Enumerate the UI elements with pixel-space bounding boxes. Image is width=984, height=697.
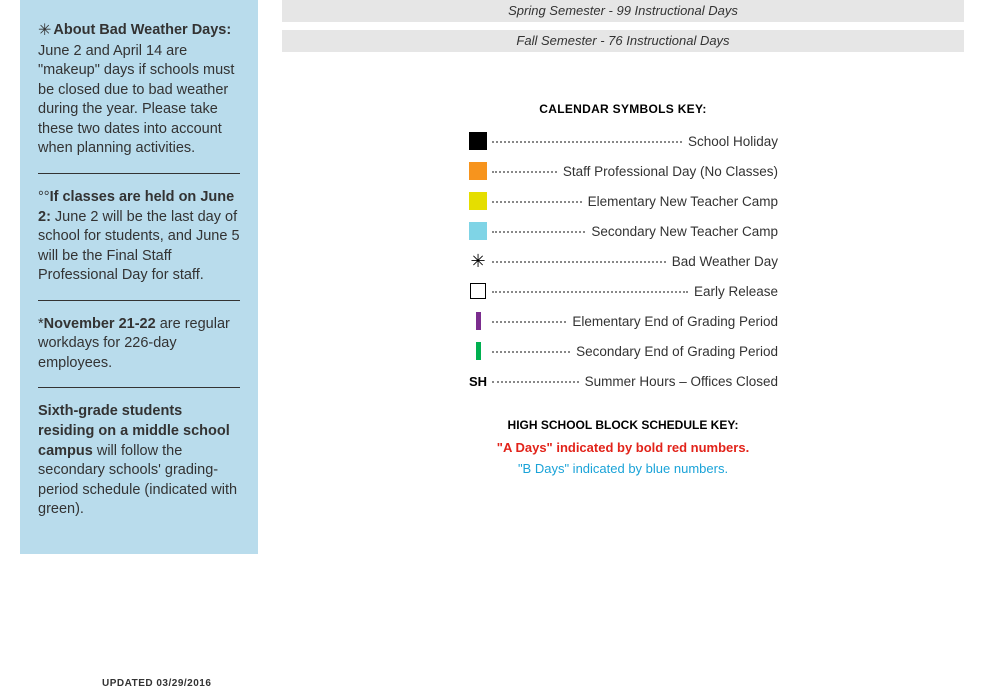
outline-swatch xyxy=(470,283,486,299)
key-dots xyxy=(492,193,582,203)
key-label: Summer Hours – Offices Closed xyxy=(581,374,778,389)
key-symbol xyxy=(468,283,490,299)
key-row: Secondary New Teacher Camp xyxy=(468,220,778,242)
key-label: Staff Professional Day (No Classes) xyxy=(559,164,778,179)
key-symbol xyxy=(468,132,490,150)
main-content: Spring Semester - 99 Instructional Days … xyxy=(282,0,964,476)
key-symbol: ✳ xyxy=(468,251,490,272)
key-label: Bad Weather Day xyxy=(668,254,778,269)
sidebar-note: *November 21-22 are regular workdays for… xyxy=(38,315,240,374)
key-symbol xyxy=(468,192,490,210)
note-body: June 2 will be the last day of school fo… xyxy=(38,209,240,284)
note-lead: November 21-22 xyxy=(44,316,156,332)
block-schedule-key: HIGH SCHOOL BLOCK SCHEDULE KEY: "A Days"… xyxy=(468,418,778,476)
color-swatch xyxy=(469,222,487,240)
sidebar-note: °°If classes are held on June 2: June 2 … xyxy=(38,188,240,286)
color-swatch xyxy=(469,132,487,150)
note-divider xyxy=(38,300,240,301)
spring-semester-bar: Spring Semester - 99 Instructional Days xyxy=(282,0,964,22)
key-symbol xyxy=(468,162,490,180)
key-title: CALENDAR SYMBOLS KEY: xyxy=(468,102,778,116)
key-dots xyxy=(492,133,682,143)
key-row: ✳ Bad Weather Day xyxy=(468,250,778,272)
key-symbol xyxy=(468,312,490,330)
key-dots xyxy=(492,313,566,323)
sidebar-notes-panel: ✳About Bad Weather Days: June 2 and Apri… xyxy=(20,0,258,554)
key-row: Early Release xyxy=(468,280,778,302)
color-swatch xyxy=(469,192,487,210)
key-dots xyxy=(492,343,570,353)
b-days-text: "B Days" indicated by blue numbers. xyxy=(468,461,778,476)
key-rows: School Holiday Staff Professional Day (No… xyxy=(468,130,778,392)
fall-semester-bar: Fall Semester - 76 Instructional Days xyxy=(282,30,964,52)
key-symbol xyxy=(468,222,490,240)
sh-symbol: SH xyxy=(469,374,487,389)
note-lead: About Bad Weather Days: xyxy=(53,22,231,38)
bar-swatch xyxy=(476,342,481,360)
sidebar-note: Sixth-grade students residing on a middl… xyxy=(38,402,240,519)
key-label: Secondary End of Grading Period xyxy=(572,344,778,359)
updated-date: UPDATED 03/29/2016 xyxy=(102,678,211,689)
key-label: Elementary End of Grading Period xyxy=(568,314,778,329)
key-row: SH Summer Hours – Offices Closed xyxy=(468,370,778,392)
note-prefix: °° xyxy=(38,189,50,205)
key-label: Elementary New Teacher Camp xyxy=(584,194,778,209)
key-row: Elementary End of Grading Period xyxy=(468,310,778,332)
key-row: Secondary End of Grading Period xyxy=(468,340,778,362)
note-divider xyxy=(38,387,240,388)
key-row: Staff Professional Day (No Classes) xyxy=(468,160,778,182)
key-row: Elementary New Teacher Camp xyxy=(468,190,778,212)
note-body: June 2 and April 14 are "makeup" days if… xyxy=(38,43,234,157)
notes-container: ✳About Bad Weather Days: June 2 and Apri… xyxy=(38,20,240,520)
key-symbol xyxy=(468,342,490,360)
key-label: School Holiday xyxy=(684,134,778,149)
calendar-symbols-key: CALENDAR SYMBOLS KEY: School Holiday Staf… xyxy=(468,102,778,392)
key-dots xyxy=(492,223,585,233)
key-symbol: SH xyxy=(468,374,490,389)
key-dots xyxy=(492,163,557,173)
key-dots xyxy=(492,253,666,263)
bar-swatch xyxy=(476,312,481,330)
key-row: School Holiday xyxy=(468,130,778,152)
key-label: Early Release xyxy=(690,284,778,299)
a-days-text: "A Days" indicated by bold red numbers. xyxy=(468,440,778,455)
color-swatch xyxy=(469,162,487,180)
note-divider xyxy=(38,173,240,174)
key-dots xyxy=(492,373,579,383)
key-dots xyxy=(492,283,688,293)
sidebar-note: ✳About Bad Weather Days: June 2 and Apri… xyxy=(38,20,240,159)
key-label: Secondary New Teacher Camp xyxy=(587,224,778,239)
block-key-title: HIGH SCHOOL BLOCK SCHEDULE KEY: xyxy=(468,418,778,432)
snowflake-icon: ✳ xyxy=(470,251,485,272)
snowflake-icon: ✳ xyxy=(38,22,51,39)
